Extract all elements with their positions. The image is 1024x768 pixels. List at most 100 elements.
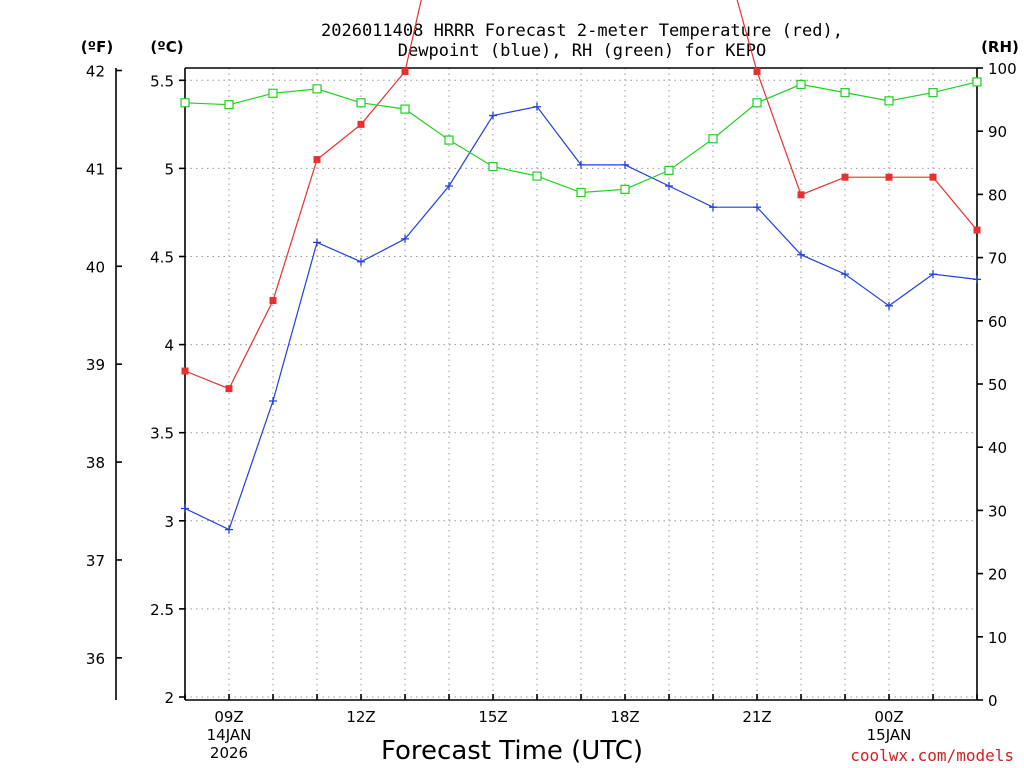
celsius-tick-label: 4 [164,337,174,355]
x-tick-label: 14JAN [207,726,252,744]
fahrenheit-tick-label: 39 [86,356,105,374]
celsius-tick-label: 5.5 [150,72,174,90]
rh-point [752,98,762,108]
rh-point [664,165,674,175]
rh-tick-label: 70 [988,250,1007,268]
celsius-tick-label: 3.5 [150,425,174,443]
dewpoint-point [313,238,321,247]
temperature-point [225,385,233,393]
dewpoint-point [181,504,189,513]
gridlines [185,68,977,700]
celsius-tick-label: 3 [164,513,174,531]
rh-tick-label: 80 [988,186,1007,204]
chart-title-line1: 2026011408 HRRR Forecast 2-meter Tempera… [321,21,843,41]
rh-point [972,77,982,87]
x-tick-label: 00Z [874,708,903,726]
x-tick-label: 12Z [346,708,375,726]
temperature-point [357,120,365,128]
dewpoint-point [533,102,541,111]
rh-tick-label: 90 [988,123,1007,141]
temperature-point [753,67,761,75]
rh-point [312,84,322,94]
chart-title-line2: Dewpoint (blue), RH (green) for KEPO [398,41,766,61]
temperature-point [181,367,189,375]
temperature-point [269,297,277,305]
dewpoint-point [577,160,585,169]
rh-point [180,98,190,108]
rh-point [400,104,410,114]
dewpoint-point [929,270,937,279]
rh-point [444,135,454,145]
rh-tick-label: 50 [988,376,1007,394]
temperature-point [313,156,321,164]
celsius-tick-label: 6 [164,0,174,2]
dewpoint-point [621,160,629,169]
rh-point [356,98,366,108]
rh-tick-label: 0 [988,692,998,710]
rh-point [488,161,498,172]
dewpoint-line [184,106,978,531]
x-tick-label: 2026 [210,744,248,762]
fahrenheit-unit-label: (ºF) [81,38,113,56]
dewpoint-point [973,275,981,284]
celsius-unit-label: (ºC) [150,38,183,56]
rh-tick-label: 10 [988,629,1007,647]
rh-point [532,171,542,181]
rh-point [576,187,586,198]
rh-tick-label: 100 [988,60,1017,78]
fahrenheit-tick-label: 36 [86,650,105,668]
dewpoint-point [489,111,497,120]
dewpoint-point [885,301,893,310]
rh-point [708,134,718,144]
celsius-tick-label: 5 [164,160,174,178]
x-tick-label: 09Z [214,708,243,726]
dewpoint-point [357,257,365,266]
rh-tick-label: 20 [988,566,1007,584]
rh-point [268,88,278,98]
temperature-point [797,191,805,199]
rh-tick-label: 30 [988,502,1007,520]
fahrenheit-tick-label: 41 [86,160,105,178]
dewpoint-point [401,234,409,243]
axes [115,67,978,701]
rh-tick-label: 40 [988,439,1007,457]
fahrenheit-tick-label: 38 [86,454,105,472]
temperature-point [973,226,981,234]
rh-point [884,96,894,106]
dewpoint-point [841,270,849,279]
dewpoint-point [225,525,233,534]
x-tick-label: 18Z [610,708,639,726]
fahrenheit-tick-label: 40 [86,258,105,276]
celsius-tick-label: 4.5 [150,249,174,267]
fahrenheit-tick-label: 42 [86,63,105,81]
tick-labels: 3637383940414243444546474822.533.544.555… [86,0,1017,762]
rh-point [840,88,850,98]
temperature-point [885,173,893,181]
rh-tick-label: 60 [988,313,1007,331]
celsius-tick-label: 2.5 [150,601,174,619]
x-axis-label: Forecast Time (UTC) [381,736,643,766]
dewpoint-point [753,203,761,212]
temperature-point [929,173,937,181]
temperature-point [401,67,409,75]
rh-line [184,81,978,194]
x-tick-label: 15JAN [867,726,912,744]
dewpoint-point [797,250,805,259]
dewpoint-point [269,396,277,405]
rh-point [928,88,938,98]
rh-unit-label: (RH) [981,38,1019,56]
credit-text: coolwx.com/models [850,746,1014,765]
rh-point [796,79,806,90]
fahrenheit-tick-label: 37 [86,552,105,570]
dewpoint-point [445,182,453,191]
x-tick-label: 21Z [742,708,771,726]
x-tick-label: 15Z [478,708,507,726]
dewpoint-point [709,203,717,212]
rh-point [224,100,234,110]
dewpoint-point [665,182,673,191]
temperature-point [841,173,849,181]
data-series [180,0,982,534]
rh-point [620,184,630,194]
celsius-tick-label: 2 [164,689,174,707]
